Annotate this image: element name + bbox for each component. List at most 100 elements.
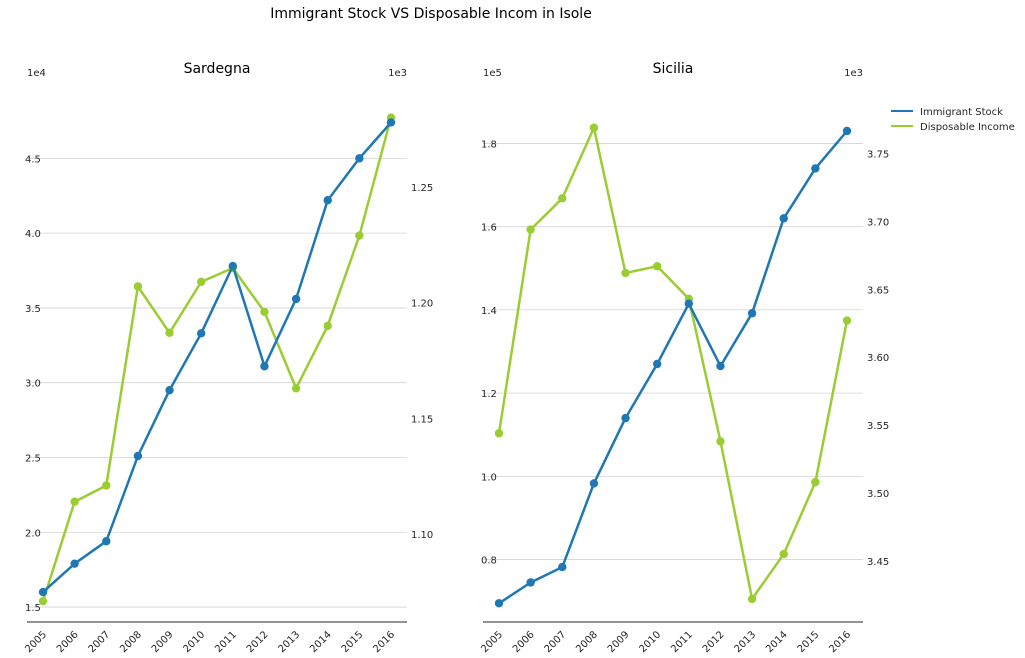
data-point-disposable-income xyxy=(558,194,567,203)
y-right-tick-label: 3.60 xyxy=(867,353,889,364)
x-tick-label: 2016 xyxy=(371,629,397,655)
x-tick-label: 2015 xyxy=(340,629,366,655)
legend-label-disposable-income: Disposable Income xyxy=(920,122,1015,133)
x-tick-label: 2015 xyxy=(796,629,822,655)
y-left-tick-label: 1.8 xyxy=(481,139,497,150)
data-point-disposable-income xyxy=(323,321,332,331)
data-point-immigrant-stock xyxy=(589,479,599,488)
y-right-tick-label: 3.55 xyxy=(867,421,889,432)
data-point-immigrant-stock xyxy=(70,559,79,568)
panel-sardegna: Sardegna 1e4 1e3 1.5 2.0 2.5 3.0 3.5 4.0 4.5 1.… xyxy=(23,61,433,655)
y-left-tick-label: 0.8 xyxy=(481,556,497,567)
legend: Immigrant Stock Disposable Income xyxy=(891,107,1015,133)
x-tick-label: 2013 xyxy=(276,629,302,655)
data-point-disposable-income xyxy=(811,477,820,487)
data-point-immigrant-stock xyxy=(165,385,174,395)
data-point-immigrant-stock xyxy=(291,294,301,304)
x-tick-label: 2012 xyxy=(245,629,271,655)
x-tick-label: 2006 xyxy=(511,629,537,655)
panel-title: Sicilia xyxy=(653,61,694,77)
x-tick-label: 2008 xyxy=(118,629,144,655)
data-point-immigrant-stock xyxy=(260,362,269,371)
data-point-disposable-income xyxy=(842,316,852,325)
y-right-tick-label: 1.25 xyxy=(411,183,433,194)
panel-title: Sardegna xyxy=(184,61,251,77)
y-left-tick-label: 1.2 xyxy=(481,389,497,400)
data-point-immigrant-stock xyxy=(355,154,364,163)
y-left-tick-label: 2.5 xyxy=(25,453,41,464)
x-tick-label: 2010 xyxy=(182,629,208,655)
data-point-immigrant-stock xyxy=(779,214,788,223)
data-point-disposable-income xyxy=(526,225,535,234)
x-tick-label: 2005 xyxy=(23,629,49,655)
y-right-tick-label: 1.20 xyxy=(411,299,433,310)
data-point-disposable-income xyxy=(70,497,79,506)
data-point-immigrant-stock xyxy=(811,164,820,173)
data-point-disposable-income xyxy=(355,231,364,240)
data-point-disposable-income xyxy=(133,282,143,291)
data-point-immigrant-stock xyxy=(558,562,567,572)
data-point-disposable-income xyxy=(779,549,788,559)
data-point-disposable-income xyxy=(196,277,206,287)
x-tick-label: 2011 xyxy=(669,629,695,655)
y-left-tick-label: 3.0 xyxy=(25,379,41,390)
right-axis-multiplier: 1e3 xyxy=(388,68,407,79)
data-point-immigrant-stock xyxy=(842,126,852,136)
x-tick-label: 2013 xyxy=(732,629,758,655)
data-point-immigrant-stock xyxy=(747,309,757,318)
y-right-tick-label: 3.65 xyxy=(867,285,889,296)
x-tick-label: 2007 xyxy=(543,629,569,655)
data-point-immigrant-stock xyxy=(716,361,725,371)
data-point-immigrant-stock xyxy=(133,451,143,461)
data-point-immigrant-stock xyxy=(38,587,48,597)
data-point-immigrant-stock xyxy=(684,299,694,308)
data-point-disposable-income xyxy=(102,481,111,490)
series-line-disposable-income xyxy=(41,116,393,603)
left-axis-multiplier: 1e4 xyxy=(27,68,46,79)
data-point-disposable-income xyxy=(291,384,301,393)
y-right-tick-label: 1.10 xyxy=(411,530,433,541)
data-point-disposable-income xyxy=(165,328,174,337)
figure-title: Immigrant Stock VS Disposable Incom in I… xyxy=(270,6,592,22)
data-point-immigrant-stock xyxy=(494,599,504,608)
x-tick-label: 2009 xyxy=(606,629,632,655)
left-axis-multiplier: 1e5 xyxy=(483,68,502,79)
data-point-immigrant-stock xyxy=(386,118,396,127)
y-left-tick-label: 4.0 xyxy=(25,229,41,240)
x-tick-label: 2016 xyxy=(827,629,853,655)
x-tick-label: 2011 xyxy=(213,629,239,655)
y-left-tick-label: 3.5 xyxy=(25,304,41,315)
x-tick-label: 2007 xyxy=(87,629,113,655)
y-right-tick-label: 3.70 xyxy=(867,217,889,228)
x-tick-label: 2012 xyxy=(701,629,727,655)
x-tick-label: 2010 xyxy=(638,629,664,655)
y-left-tick-label: 1.4 xyxy=(481,306,497,317)
legend-label-immigrant-stock: Immigrant Stock xyxy=(920,107,1003,118)
y-left-tick-label: 2.0 xyxy=(25,528,41,539)
data-point-immigrant-stock xyxy=(196,329,206,338)
y-right-tick-label: 3.75 xyxy=(867,150,889,161)
y-left-tick-label: 1.5 xyxy=(25,603,41,614)
y-right-tick-label: 3.45 xyxy=(867,557,889,568)
y-left-tick-label: 4.5 xyxy=(25,154,41,165)
data-point-immigrant-stock xyxy=(228,261,238,271)
x-tick-label: 2005 xyxy=(479,629,505,655)
data-point-immigrant-stock xyxy=(652,359,662,369)
series-line-disposable-income xyxy=(497,126,849,601)
data-point-disposable-income xyxy=(621,268,630,278)
data-point-disposable-income xyxy=(260,307,269,317)
data-point-disposable-income xyxy=(747,594,757,604)
data-point-disposable-income xyxy=(494,429,504,438)
x-tick-label: 2006 xyxy=(55,629,81,655)
y-right-tick-label: 3.50 xyxy=(867,489,889,500)
x-tick-label: 2014 xyxy=(764,629,790,655)
data-point-disposable-income xyxy=(716,437,725,446)
y-left-tick-label: 1.6 xyxy=(481,223,497,234)
x-tick-label: 2008 xyxy=(574,629,600,655)
series-line-immigrant-stock xyxy=(497,129,849,605)
y-left-tick-label: 1.0 xyxy=(481,472,497,483)
data-point-disposable-income xyxy=(589,123,599,132)
x-tick-label: 2014 xyxy=(308,629,334,655)
data-point-disposable-income xyxy=(652,262,662,271)
